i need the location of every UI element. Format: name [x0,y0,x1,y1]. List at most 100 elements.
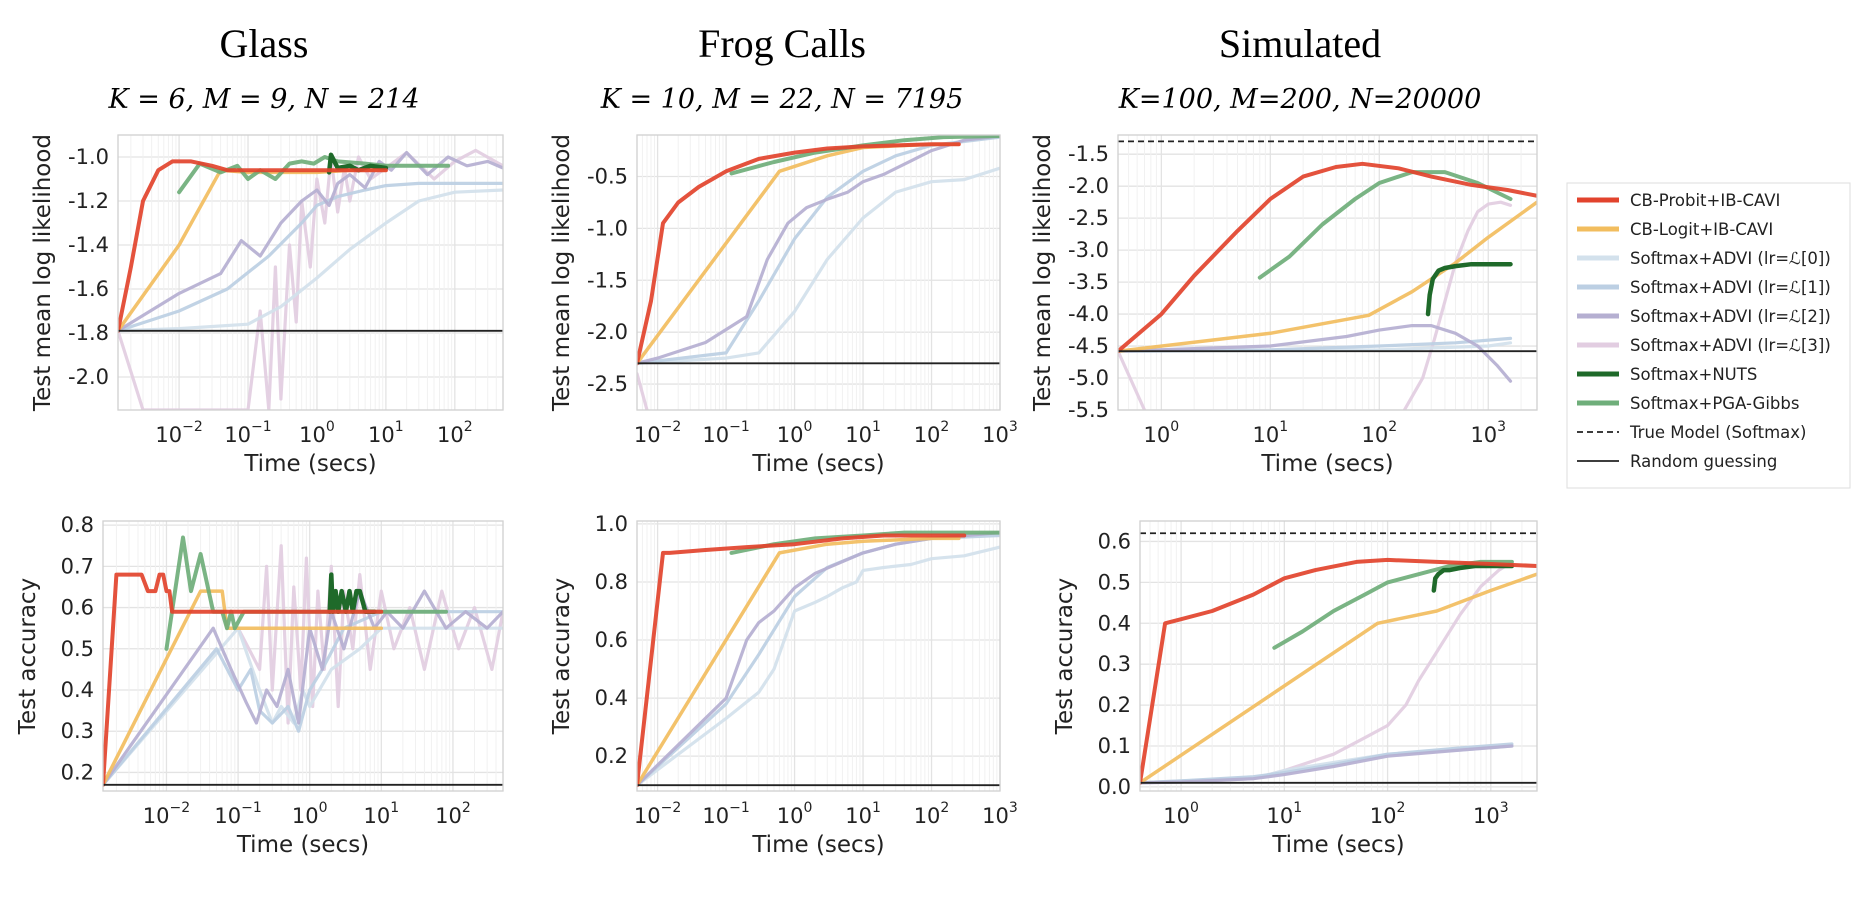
y-axis-label: Test accuracy [549,578,575,735]
legend-label: CB-Probit+IB-CAVI [1630,191,1780,210]
y-tick-label: -1.4 [68,233,109,257]
series-line-softmax-advi-lr-3 [637,372,649,410]
y-tick-label: -2.5 [1068,206,1109,230]
y-tick-label: -5.5 [1068,398,1109,422]
plot-frame [117,134,504,411]
series-group [118,148,503,410]
column-title-glass: Glass [220,21,309,66]
chart-frog-acc: 1.0 0.8 0.6 0.4 0.2 10−2 10−1 100 101 102 103 Time … [549,512,1018,858]
x-tick-label: 103 [982,419,1018,447]
y-tick-label: 0.8 [595,570,628,594]
y-tick-label: -3.0 [1068,238,1109,262]
plot-area [637,521,1000,791]
series-line-cb-probit-ib-cavi [103,572,384,787]
legend-label: Softmax+ADVI (lr=ℒ[2]) [1630,307,1831,326]
x-tick-label: 100 [1163,800,1199,828]
legend-item: Random guessing [1577,452,1777,471]
series-group [637,530,1000,788]
y-tick-label: 0.3 [61,719,94,743]
y-tick-label: 0.4 [61,678,94,702]
grid [1140,521,1537,791]
y-axis-label: Test mean log likelihood [1030,134,1056,412]
series-line-cb-logit-ib-cavi [1140,572,1537,785]
x-tick-label: 101 [845,419,881,447]
series-line-softmax-advi-lr-2 [637,530,1000,787]
legend-label: Softmax+ADVI (lr=ℒ[1]) [1630,278,1831,297]
y-tick-label: -1.5 [1068,142,1109,166]
legend-label: Softmax+ADVI (lr=ℒ[3]) [1630,336,1831,355]
series-line-cb-probit-ib-cavi [637,142,961,366]
x-axis-label: Time (secs) [1271,832,1404,858]
series-line-softmax-advi-lr-0 [118,188,503,333]
series-line-softmax-advi-lr-2 [103,589,503,787]
y-tick-label: -1.5 [587,268,628,292]
y-axis-label: Test accuracy [1052,578,1078,735]
series-line-softmax-advi-lr-2 [637,135,1000,365]
series-line-softmax-advi-lr-3 [236,544,503,725]
plot-frame [636,134,1001,411]
series-line-softmax-advi-lr-3 [1118,349,1147,410]
x-tick-label: 100 [777,800,813,828]
column-subtitle-frog-calls: K = 10, M = 22, N = 7195 [600,84,964,115]
y-tick-label: 1.0 [595,512,628,536]
legend-item: CB-Logit+IB-CAVI [1577,220,1773,239]
y-tick-label: -1.6 [68,277,109,301]
x-tick-label: 10−2 [634,419,681,447]
series-group [103,535,503,787]
plot-frame [636,520,1001,792]
chart-sim-ll: -1.5 -2.0 -2.5 -3.0 -3.5 -4.0 -4.5 -5.0 -5.5 100 1… [1030,134,1538,477]
series-line-softmax-advi-lr-1 [637,135,1000,365]
x-tick-label: 102 [914,800,950,828]
legend-label: CB-Logit+IB-CAVI [1630,220,1773,239]
y-tick-label: 0.4 [1098,611,1131,635]
x-tick-label: 101 [363,800,399,828]
y-tick-label: -2.0 [1068,174,1109,198]
x-tick-label: 103 [982,800,1018,828]
column-title-frog-calls: Frog Calls [698,21,866,66]
column-subtitle-glass: K = 6, M = 9, N = 214 [107,84,419,115]
y-tick-label: 0.7 [61,554,94,578]
legend-box [1566,182,1851,489]
series-line-cb-probit-ib-cavi [118,159,388,333]
y-axis-label: Test mean log likelihood [30,134,56,412]
y-tick-label: -4.5 [1068,334,1109,358]
series-line-softmax-nuts [326,152,389,175]
x-tick-label: 10−1 [702,419,749,447]
y-tick-label: -3.5 [1068,270,1109,294]
legend-item: True Model (Softmax) [1577,423,1806,442]
legend-item: CB-Probit+IB-CAVI [1577,191,1780,210]
series-line-cb-probit-ib-cavi [637,533,967,788]
column-title-simulated: Simulated [1219,21,1381,66]
legend-item: Softmax+ADVI (lr=ℒ[3]) [1577,336,1831,355]
chart-sim-acc: 0.6 0.5 0.4 0.3 0.2 0.1 0.0 100 101 102 103 Time (s… [1052,520,1538,858]
x-tick-label: 10−1 [702,800,749,828]
series-line-softmax-advi-lr-0 [637,166,1000,365]
y-tick-label: -1.8 [68,321,109,345]
y-tick-label: 0.6 [595,628,628,652]
y-tick-label: -2.5 [587,372,628,396]
chart-frog-ll: -0.5 -1.0 -1.5 -2.0 -2.510−2 10−1 100 101 102 103… [549,134,1018,477]
x-axis-label: Time (secs) [751,832,884,858]
series-line-softmax-advi-lr-3-b [1402,200,1513,410]
series-group [1140,557,1537,785]
x-tick-label: 10−2 [634,800,681,828]
chart-glass-acc: 0.8 0.7 0.6 0.5 0.4 0.3 0.2 10−2 10−1 100 101 102 Ti… [15,513,504,858]
y-tick-label: -2.0 [587,320,628,344]
legend-label: True Model (Softmax) [1629,423,1806,442]
series-line-softmax-advi-lr-2 [118,151,503,333]
y-tick-label: 0.8 [61,513,94,537]
x-tick-label: 102 [437,419,473,447]
y-tick-label: 0.2 [595,744,628,768]
y-tick-label: 0.5 [61,637,94,661]
x-tick-label: 102 [914,419,950,447]
y-axis-label: Test mean log likelihood [549,134,575,412]
legend-item: Softmax+PGA-Gibbs [1577,394,1799,413]
x-tick-label: 103 [1470,419,1506,447]
series-line-softmax-nuts [1431,563,1515,593]
column-subtitle-simulated: K=100, M=200, N=20000 [1118,84,1482,115]
y-tick-label: -0.5 [587,165,628,189]
y-axis-label: Test accuracy [15,578,41,735]
y-tick-label: -1.2 [68,189,109,213]
y-tick-label: 0.6 [1098,529,1131,553]
